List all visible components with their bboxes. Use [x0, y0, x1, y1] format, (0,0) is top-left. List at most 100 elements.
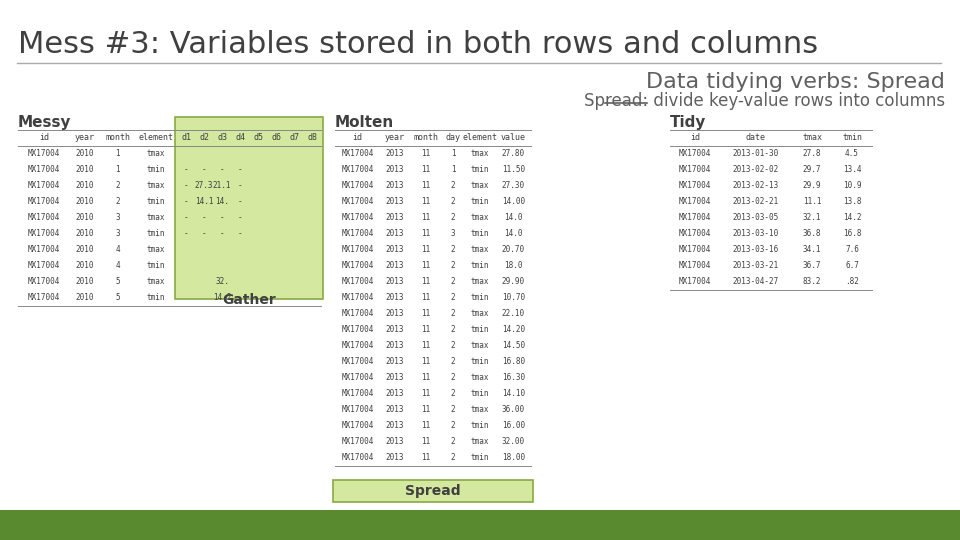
Text: tmin: tmin [147, 197, 165, 206]
Text: 2013: 2013 [386, 373, 404, 382]
Text: 2010: 2010 [76, 213, 94, 222]
Text: day: day [445, 133, 461, 142]
Text: tmax: tmax [470, 437, 490, 446]
Text: 2013: 2013 [386, 405, 404, 414]
Text: 2: 2 [450, 245, 455, 254]
Text: 2013: 2013 [386, 165, 404, 174]
Text: 36.00: 36.00 [502, 405, 525, 414]
Text: 2: 2 [450, 213, 455, 222]
Text: 3: 3 [115, 213, 120, 222]
Text: 2: 2 [450, 421, 455, 430]
Text: tmin: tmin [147, 165, 165, 174]
Text: tmax: tmax [802, 133, 822, 142]
Text: 16.8: 16.8 [843, 229, 861, 238]
Text: MX17004: MX17004 [679, 261, 711, 270]
Text: 2: 2 [115, 181, 120, 190]
Text: Gather: Gather [222, 293, 276, 307]
Text: -: - [183, 229, 188, 238]
Text: -: - [238, 229, 242, 238]
Text: MX17004: MX17004 [679, 277, 711, 286]
Text: -: - [238, 197, 242, 206]
Text: Mess #3: Variables stored in both rows and columns: Mess #3: Variables stored in both rows a… [18, 30, 818, 59]
Text: -: - [220, 229, 225, 238]
Text: -: - [183, 181, 188, 190]
Text: 16.30: 16.30 [502, 373, 525, 382]
Text: 27.8: 27.8 [803, 149, 821, 158]
Text: MX17004: MX17004 [28, 165, 60, 174]
Text: 4.5: 4.5 [845, 149, 859, 158]
Text: 1: 1 [115, 149, 120, 158]
Text: 21.1: 21.1 [213, 181, 231, 190]
Text: MX17004: MX17004 [28, 293, 60, 302]
Text: tmax: tmax [470, 213, 490, 222]
Text: 11: 11 [421, 229, 431, 238]
Text: tmax: tmax [147, 181, 165, 190]
Text: MX17004: MX17004 [342, 261, 373, 270]
Text: d6: d6 [271, 133, 281, 142]
Text: MX17004: MX17004 [679, 229, 711, 238]
Text: MX17004: MX17004 [28, 181, 60, 190]
Text: 11: 11 [421, 149, 431, 158]
Text: 14.00: 14.00 [502, 197, 525, 206]
Text: tmax: tmax [470, 341, 490, 350]
Text: tmax: tmax [147, 277, 165, 286]
Text: 11.1: 11.1 [803, 197, 821, 206]
Text: 11: 11 [421, 245, 431, 254]
Text: 2010: 2010 [76, 181, 94, 190]
Text: tmax: tmax [470, 277, 490, 286]
Text: MX17004: MX17004 [342, 165, 373, 174]
Text: 2: 2 [450, 389, 455, 398]
Text: MX17004: MX17004 [342, 421, 373, 430]
Text: -: - [183, 213, 188, 222]
Text: id: id [39, 133, 49, 142]
Text: 2013: 2013 [386, 229, 404, 238]
Text: MX17004: MX17004 [342, 373, 373, 382]
Text: 3: 3 [115, 229, 120, 238]
Text: tmin: tmin [147, 293, 165, 302]
Text: value: value [501, 133, 526, 142]
Text: 11: 11 [421, 165, 431, 174]
Text: MX17004: MX17004 [679, 213, 711, 222]
Text: 14.20: 14.20 [502, 325, 525, 334]
Text: 16.80: 16.80 [502, 357, 525, 366]
Text: 2013: 2013 [386, 261, 404, 270]
Text: 14.0: 14.0 [504, 213, 523, 222]
Text: 36.7: 36.7 [803, 261, 821, 270]
Text: MX17004: MX17004 [342, 277, 373, 286]
Text: 27.80: 27.80 [502, 149, 525, 158]
Text: 10.70: 10.70 [502, 293, 525, 302]
Text: d1: d1 [181, 133, 191, 142]
Text: 2010: 2010 [76, 197, 94, 206]
Text: 2: 2 [450, 197, 455, 206]
Text: 2013: 2013 [386, 149, 404, 158]
Text: Spread: Spread [405, 484, 461, 498]
Text: tmin: tmin [470, 197, 490, 206]
Text: tmax: tmax [470, 181, 490, 190]
Text: 1: 1 [450, 165, 455, 174]
Text: MX17004: MX17004 [679, 245, 711, 254]
Text: 2010: 2010 [76, 149, 94, 158]
Text: -: - [183, 165, 188, 174]
Text: 11: 11 [421, 309, 431, 318]
Text: 27.30: 27.30 [502, 181, 525, 190]
Text: 34.1: 34.1 [803, 245, 821, 254]
Text: 32.1: 32.1 [803, 213, 821, 222]
Text: 1: 1 [115, 165, 120, 174]
Text: Spread: divide key-value rows into columns: Spread: divide key-value rows into colum… [584, 92, 945, 110]
Text: MX17004: MX17004 [679, 181, 711, 190]
Text: MX17004: MX17004 [679, 165, 711, 174]
Text: 11: 11 [421, 341, 431, 350]
Text: element: element [463, 133, 497, 142]
Text: id: id [690, 133, 700, 142]
Text: 2: 2 [450, 341, 455, 350]
Text: tmin: tmin [470, 261, 490, 270]
Text: Molten: Molten [335, 115, 395, 130]
Text: 4: 4 [115, 245, 120, 254]
Text: 10.9: 10.9 [843, 181, 861, 190]
Text: MX17004: MX17004 [342, 245, 373, 254]
Text: date: date [746, 133, 766, 142]
Text: 27.3: 27.3 [195, 181, 213, 190]
Text: 11: 11 [421, 373, 431, 382]
Text: d5: d5 [253, 133, 263, 142]
Text: MX17004: MX17004 [342, 213, 373, 222]
